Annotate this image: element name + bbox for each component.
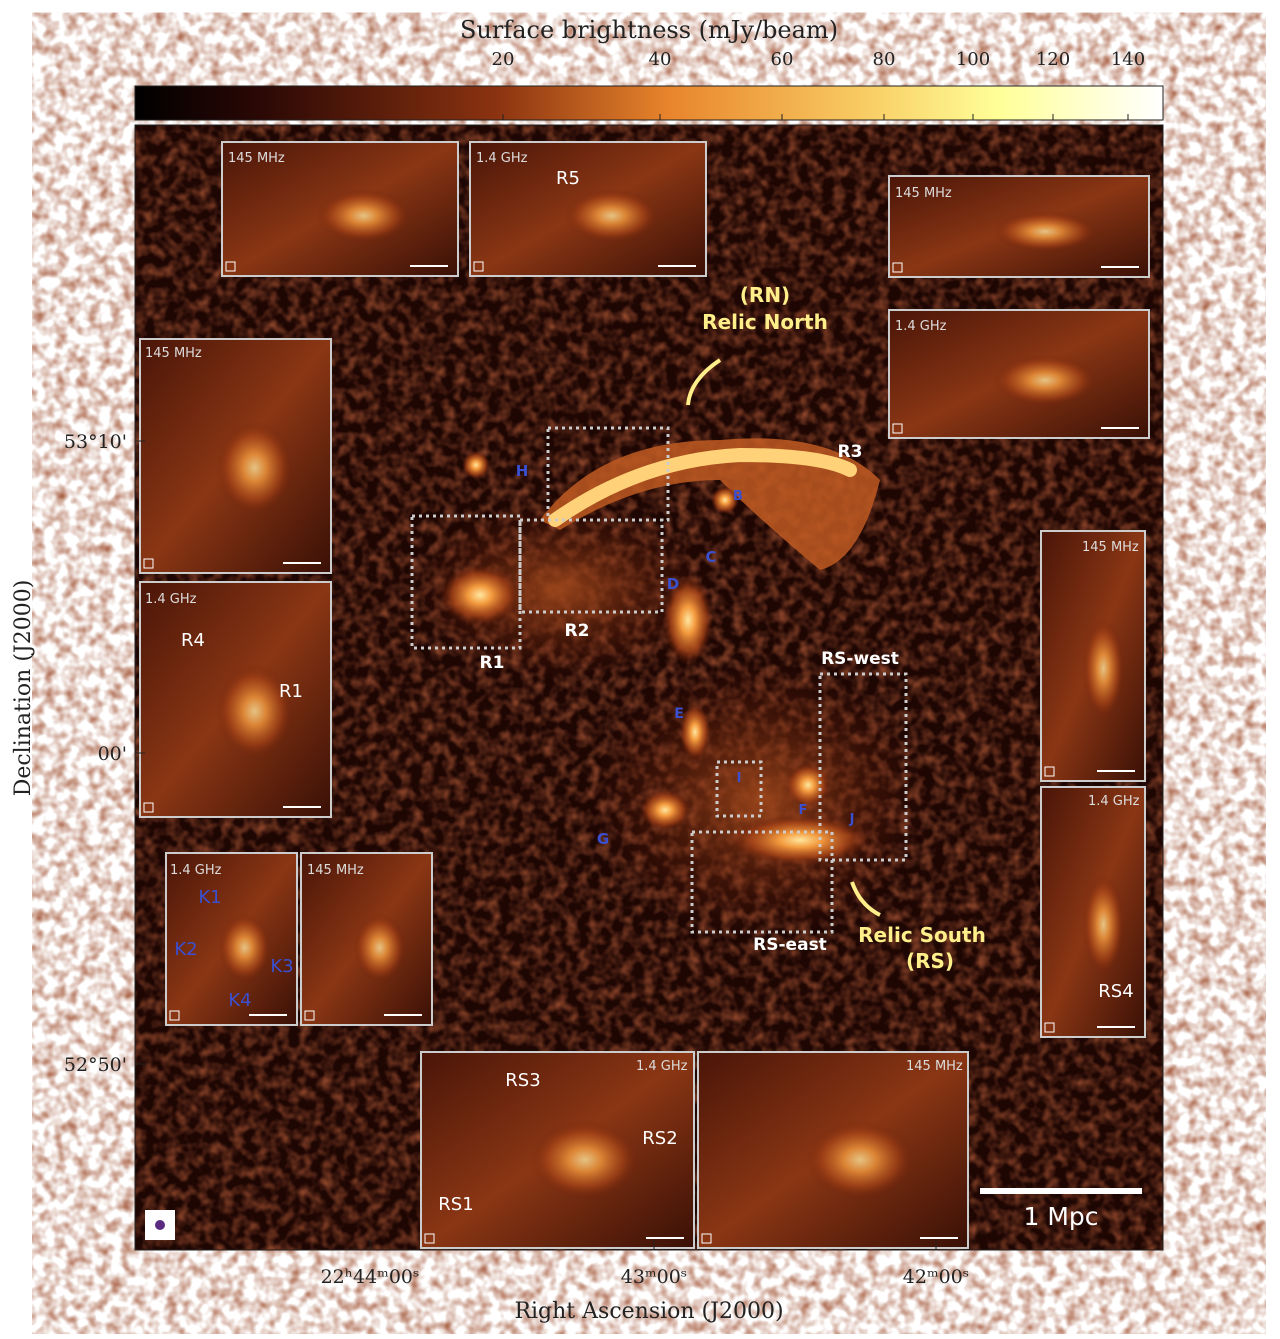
inset-beam	[304, 1010, 315, 1021]
inset-beam	[169, 1010, 180, 1021]
y-tick-label: 00'	[98, 743, 127, 765]
inset-beam	[473, 261, 484, 272]
x-tick-label: 43ᵐ00ˢ	[621, 1266, 687, 1288]
colorbar-tick-label: 120	[1036, 49, 1070, 70]
colorbar-label: Surface brightness (mJy/beam)	[460, 16, 838, 44]
inset-label: K2	[174, 939, 197, 960]
annotation: (RS)	[906, 949, 954, 973]
annotation: RS-east	[753, 935, 827, 955]
inset-frequency: 145 MHz	[906, 1059, 963, 1074]
inset-beam	[225, 261, 236, 272]
plot-frame	[134, 124, 1164, 1251]
inset-beam	[892, 423, 903, 434]
inset-frequency: 1.4 GHz	[145, 592, 197, 607]
inset-emission	[218, 913, 271, 982]
annotation: J	[849, 812, 855, 827]
annotation: C	[705, 548, 716, 566]
inset-emission	[316, 188, 411, 243]
y-axis-label: Declination (J2000)	[11, 580, 36, 797]
y-tick-label: 52°50'	[64, 1054, 127, 1076]
annotation: B	[733, 489, 743, 504]
annotation: E	[674, 706, 684, 722]
inset-beam	[1044, 766, 1055, 777]
regions	[410, 426, 908, 934]
inset-label: RS3	[505, 1070, 540, 1091]
inset-label: RS4	[1098, 981, 1133, 1002]
insets: 145 MHz 1.4 GHz 145 MHz 1.4 GHz 145 MHz 1.4 G…	[139, 141, 1150, 1249]
colorbar-tick-label: 40	[649, 49, 672, 70]
annotation: RS-west	[821, 649, 899, 669]
inset-label: RS2	[642, 1128, 677, 1149]
y-tick-label: 53°10'	[64, 431, 127, 453]
inset-emission	[216, 664, 293, 759]
annotation: D	[667, 575, 679, 593]
inset-beam	[892, 262, 903, 273]
annotation: Relic North	[702, 310, 828, 334]
annotation: H	[516, 462, 529, 480]
inset-beam	[424, 1233, 435, 1244]
colorbar-tick-label: 100	[956, 49, 990, 70]
inset-beam	[1044, 1022, 1055, 1033]
colorbar	[134, 85, 1164, 121]
inset-emission	[1082, 874, 1125, 975]
inset-emission	[530, 1120, 640, 1200]
annotation: I	[737, 771, 742, 786]
inset-emission	[993, 211, 1097, 252]
inset-frequency: 1.4 GHz	[636, 1059, 688, 1074]
inset-beam	[701, 1233, 712, 1244]
inset-frequency: 1.4 GHz	[170, 863, 222, 878]
x-tick-label: 22ʰ44ᵐ00ˢ	[321, 1266, 420, 1288]
arrow	[850, 881, 881, 917]
inset-frequency: 1.4 GHz	[895, 319, 947, 334]
inset-frequency: 1.4 GHz	[476, 151, 528, 166]
arrow	[686, 358, 722, 406]
inset-frequency: 145 MHz	[1082, 540, 1139, 555]
inset-frequency: 145 MHz	[895, 186, 952, 201]
inset-emission	[993, 354, 1097, 406]
inset-frequency: 145 MHz	[145, 346, 202, 361]
annotation: R2	[565, 621, 590, 641]
inset-frequency: 145 MHz	[228, 151, 285, 166]
x-axis-label: Right Ascension (J2000)	[514, 1299, 783, 1324]
inset-label: K4	[228, 990, 251, 1011]
inset-beam	[143, 802, 154, 813]
x-tick-label: 42ᵐ00ˢ	[903, 1266, 969, 1288]
inset-label: R1	[279, 681, 303, 702]
inset-emission	[353, 913, 406, 982]
annotation: G	[597, 830, 609, 848]
annotation: Relic South	[858, 923, 986, 947]
inset-label: RS1	[438, 1194, 473, 1215]
inset-frequency: 1.4 GHz	[1088, 794, 1140, 809]
inset-emission	[564, 188, 659, 243]
inset-emission	[216, 420, 293, 515]
inset-frequency: 145 MHz	[307, 863, 364, 878]
inset-emission	[806, 1120, 914, 1200]
inset-label: R5	[556, 168, 580, 189]
annotation: F	[799, 803, 808, 818]
colorbar-tick-label: 60	[771, 49, 794, 70]
inset-label: R4	[181, 630, 205, 651]
beam	[155, 1220, 165, 1230]
inset-label: K3	[270, 956, 293, 977]
annotation: (RN)	[740, 283, 790, 307]
colorbar-tick-label: 80	[873, 49, 896, 70]
inset-beam	[143, 558, 154, 569]
annotation: R3	[838, 442, 863, 462]
emission	[410, 438, 930, 940]
colorbar-tick-label: 140	[1111, 49, 1145, 70]
scale-bar-group: 1 Mpc	[145, 1188, 1142, 1240]
colorbar-tick-label: 20	[492, 49, 515, 70]
inset-emission	[1082, 618, 1125, 719]
inset-label: K1	[198, 887, 221, 908]
scale-bar-label: 1 Mpc	[1023, 1202, 1098, 1231]
annotation: R1	[480, 653, 505, 673]
